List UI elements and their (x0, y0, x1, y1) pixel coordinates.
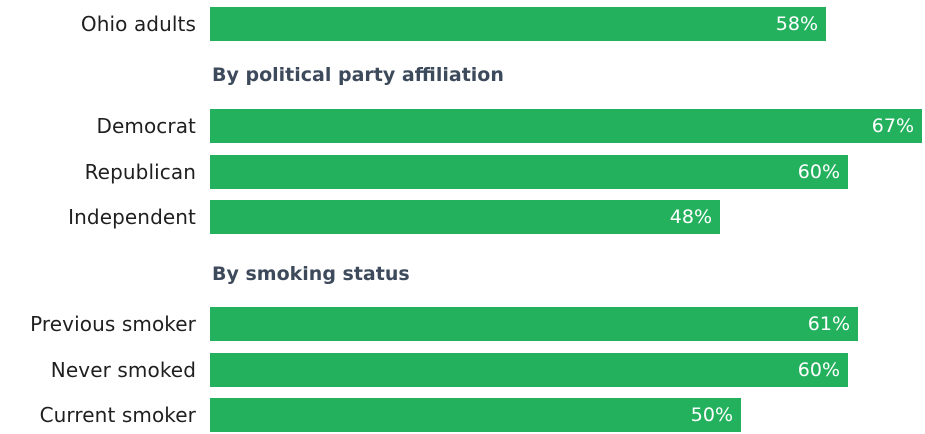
data-label: 50% (690, 404, 733, 426)
group-heading: By political party affiliation (212, 64, 504, 86)
bar (210, 307, 858, 341)
category-label: Previous smoker (30, 312, 196, 336)
data-label: 58% (775, 13, 818, 35)
group-heading: By smoking status (212, 263, 410, 285)
category-label: Republican (84, 160, 196, 184)
bar (210, 398, 741, 432)
category-label: Democrat (96, 114, 196, 138)
data-label: 60% (797, 359, 840, 381)
bar (210, 353, 848, 387)
category-label: Ohio adults (80, 12, 196, 36)
bar (210, 7, 826, 41)
bar (210, 200, 720, 234)
category-label: Current smoker (39, 403, 196, 427)
data-label: 60% (797, 161, 840, 183)
data-label: 67% (871, 115, 914, 137)
bar (210, 109, 922, 143)
bar (210, 155, 848, 189)
category-label: Never smoked (50, 358, 196, 382)
data-label: 61% (807, 313, 850, 335)
data-label: 48% (669, 206, 712, 228)
category-label: Independent (68, 205, 196, 229)
